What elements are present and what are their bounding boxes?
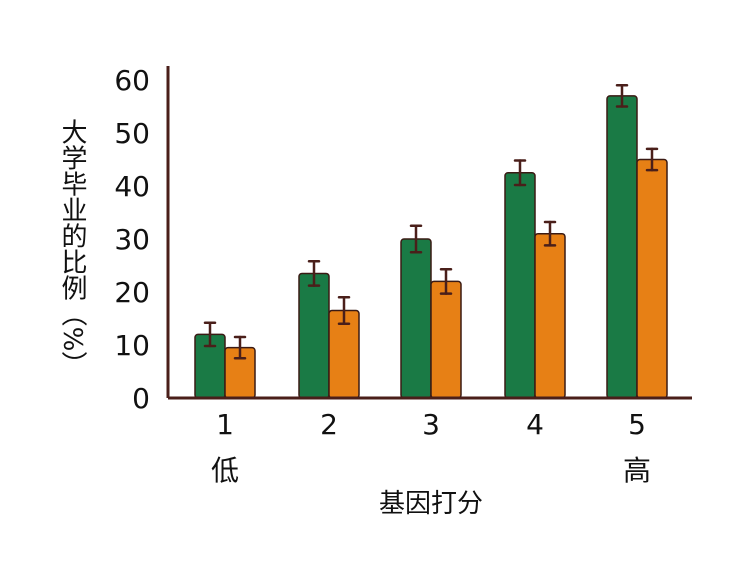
- y-tick-label: 0: [132, 382, 150, 415]
- y-tick-label: 20: [114, 276, 150, 309]
- bar-series1-cat-5: [606, 95, 638, 399]
- x-tick-label: 1: [216, 408, 234, 441]
- x-high-label: 高: [623, 454, 651, 487]
- bars-layer: [194, 95, 668, 399]
- x-tick-label: 4: [526, 408, 544, 441]
- error-bar-series2-cat-5: [645, 147, 659, 172]
- x-tick-label: 2: [320, 408, 338, 441]
- error-bar-series1-cat-1: [203, 321, 217, 348]
- bar-series1-cat-3: [400, 238, 432, 399]
- x-tick-label: 3: [422, 408, 440, 441]
- axes-layer: [166, 66, 692, 400]
- error-bars-layer: [203, 84, 659, 360]
- y-axis-title: 大学毕业的比例（%）: [57, 119, 87, 378]
- error-bar-series2-cat-4: [543, 220, 557, 247]
- x-tick-label: 5: [628, 408, 646, 441]
- error-bar-series1-cat-2: [307, 260, 321, 287]
- error-bar-series2-cat-2: [337, 296, 351, 326]
- x-tick-labels: 1 2 3 4 5: [216, 408, 646, 441]
- y-tick-label: 10: [114, 329, 150, 362]
- bar-series1-cat-2: [298, 272, 330, 399]
- error-bar-series1-cat-3: [409, 224, 423, 254]
- y-tick-label: 60: [114, 64, 150, 97]
- bar-series2-cat-5: [636, 158, 668, 399]
- x-axis-title: 基因打分: [379, 489, 483, 519]
- y-tick-label: 50: [114, 117, 150, 150]
- error-bar-series1-cat-5: [615, 84, 629, 108]
- x-low-label: 低: [211, 454, 239, 487]
- y-tick-label: 30: [114, 223, 150, 256]
- error-bar-series2-cat-1: [233, 335, 247, 360]
- error-bar-series2-cat-3: [439, 267, 453, 295]
- error-bar-series1-cat-4: [513, 159, 527, 187]
- bar-series2-cat-3: [430, 280, 462, 399]
- y-tick-labels: 0 10 20 30 40 50 60: [114, 64, 150, 415]
- y-tick-label: 40: [114, 170, 150, 203]
- bar-series1-cat-4: [504, 172, 536, 399]
- bar-series2-cat-4: [534, 232, 566, 399]
